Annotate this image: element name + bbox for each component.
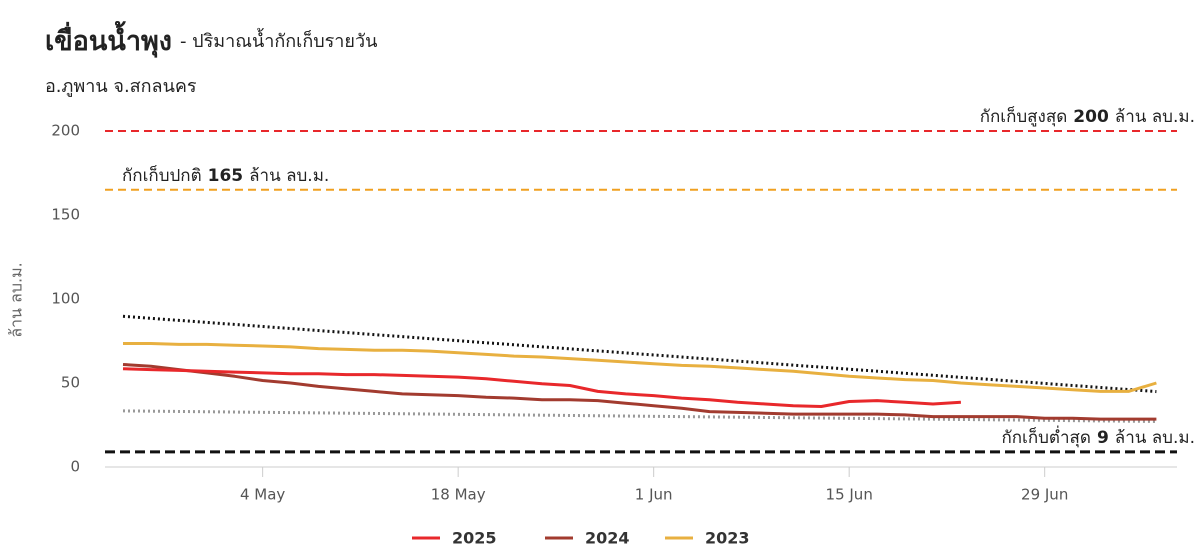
- x-tick-label: 15 Jun: [826, 486, 873, 504]
- reference-label: กักเก็บต่ำสุด 9 ล้าน ลบ.ม.: [1001, 425, 1195, 448]
- x-tick-label: 4 May: [240, 486, 285, 504]
- reference-label-value: 9: [1097, 428, 1109, 448]
- x-tick-label: 18 May: [431, 486, 486, 504]
- y-tick-label: 100: [51, 290, 80, 308]
- reference-label-prefix: กักเก็บต่ำสุด: [1001, 425, 1090, 448]
- legend-label[interactable]: 2023: [705, 529, 750, 548]
- chart-title: เขื่อนน้ำพุง: [45, 20, 172, 58]
- reference-label-suffix: ล้าน ลบ.ม.: [1115, 428, 1195, 448]
- reference-label: กักเก็บสูงสุด 200 ล้าน ลบ.ม.: [980, 105, 1195, 127]
- legend-label[interactable]: 2024: [585, 529, 630, 548]
- x-tick-label: 29 Jun: [1021, 486, 1068, 504]
- y-tick-label: 200: [51, 122, 80, 140]
- y-tick-label: 0: [70, 458, 80, 476]
- series-line: [122, 363, 1157, 421]
- reference-label-prefix: กักเก็บปกติ: [122, 164, 202, 186]
- reference-label-prefix: กักเก็บสูงสุด: [980, 105, 1068, 127]
- trend-line: [122, 409, 1157, 423]
- y-axis-label: ล้าน ลบ.ม.: [7, 262, 26, 338]
- y-tick-label: 150: [51, 206, 80, 224]
- chart-title-detail: - ปริมาณน้ำกักเก็บรายวัน: [180, 28, 377, 52]
- reference-label-suffix: ล้าน ลบ.ม.: [249, 166, 329, 186]
- series-line: [122, 367, 961, 408]
- chart-subtitle: อ.ภูพาน จ.สกลนคร: [45, 76, 197, 97]
- reference-label: กักเก็บปกติ 165 ล้าน ลบ.ม.: [122, 164, 329, 186]
- title-line: เขื่อนน้ำพุง - ปริมาณน้ำกักเก็บรายวัน: [45, 20, 377, 58]
- reference-label-suffix: ล้าน ลบ.ม.: [1115, 107, 1195, 127]
- trend-line: [122, 314, 1157, 394]
- reference-label-value: 165: [208, 166, 244, 186]
- y-tick-label: 50: [61, 374, 80, 392]
- series-line: [123, 342, 1157, 393]
- legend-label[interactable]: 2025: [452, 529, 497, 548]
- x-tick-label: 1 Jun: [635, 486, 673, 504]
- reference-label-value: 200: [1073, 107, 1109, 127]
